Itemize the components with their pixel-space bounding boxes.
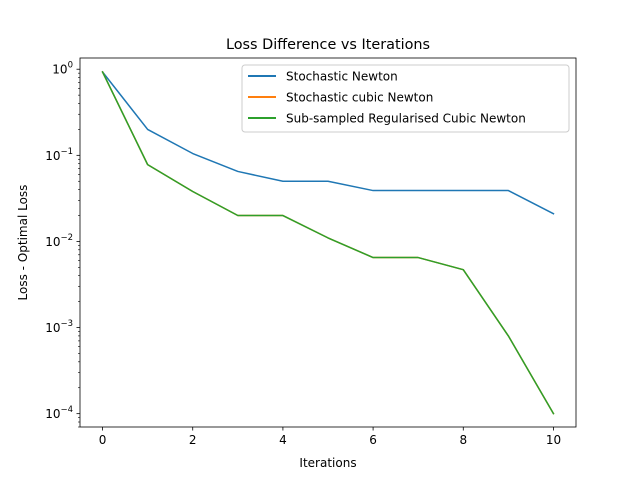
x-tick-label: 6 [369,433,377,447]
x-tick-label: 8 [459,433,467,447]
x-axis: 0 2 4 6 8 10 [99,427,561,447]
y-axis: 100 10−1 10−2 10−3 10−4 [45,61,80,428]
x-axis-label: Iterations [299,456,356,470]
y-tick-label: 100 [52,61,73,77]
legend-label-stochastic-newton: Stochastic Newton [286,70,398,84]
x-tick-label: 4 [279,433,287,447]
legend-label-stochastic-cubic-newton: Stochastic cubic Newton [286,91,433,105]
series-line-stochastic-newton [101,70,555,215]
x-tick-label: 0 [99,433,107,447]
axes-frame [79,57,577,428]
y-tick-label: 10−3 [45,319,73,335]
y-tick-label: 10−2 [45,233,73,249]
plot-area [101,70,555,415]
y-tick-label: 10−1 [45,147,73,163]
x-tick-label: 2 [189,433,197,447]
y-axis-label: Loss - Optimal Loss [16,185,30,301]
y-tick-label: 10−4 [45,405,73,421]
x-tick-label: 10 [546,433,561,447]
legend: Stochastic Newton Stochastic cubic Newto… [241,64,570,133]
legend-label-sub-sampled-regularised-cubic-newton: Sub-sampled Regularised Cubic Newton [286,112,526,126]
series-line-sub-sampled-regularised-cubic-newton [101,70,555,415]
legend-box [241,64,570,133]
chart-title: Loss Difference vs Iterations [226,37,430,53]
